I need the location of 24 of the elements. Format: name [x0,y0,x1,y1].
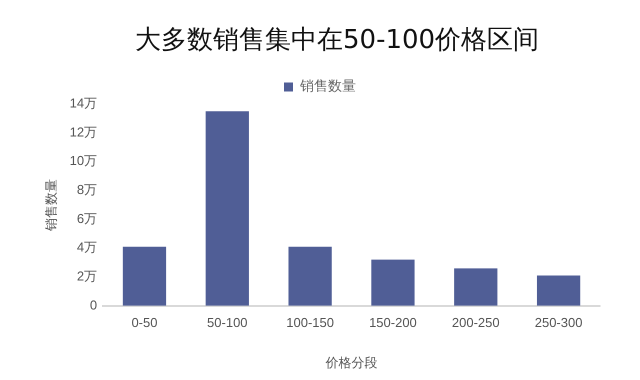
bar [454,268,498,306]
bar [206,111,249,306]
y-tick-label: 6万 [76,210,98,226]
y-tick-label: 2万 [76,268,98,284]
y-tick-label: 8万 [76,182,98,198]
y-tick-label: 4万 [76,240,98,255]
x-tick-label: 200-250 [452,315,500,330]
x-tick-label: 50-100 [207,315,248,330]
y-tick-label: 10万 [70,153,98,168]
bar [536,276,580,306]
x-tick-label: 150-200 [369,315,417,330]
bar [122,246,166,306]
x-tick-label: 0-50 [131,315,158,330]
bar [371,260,415,306]
legend-label: 销售数量 [299,78,356,95]
x-axis-title: 价格分段 [324,354,378,370]
x-tick-label: 100-150 [286,315,334,330]
y-tick-label: 0 [90,297,98,312]
y-tick-label: 12万 [70,124,98,140]
chart-title: 大多数销售集中在50-100价格区间 [135,24,540,57]
y-axis-title: 销售数量 [43,178,58,232]
bar [288,246,332,306]
x-tick-label: 250-300 [534,315,582,330]
y-tick-label: 14万 [70,96,98,111]
